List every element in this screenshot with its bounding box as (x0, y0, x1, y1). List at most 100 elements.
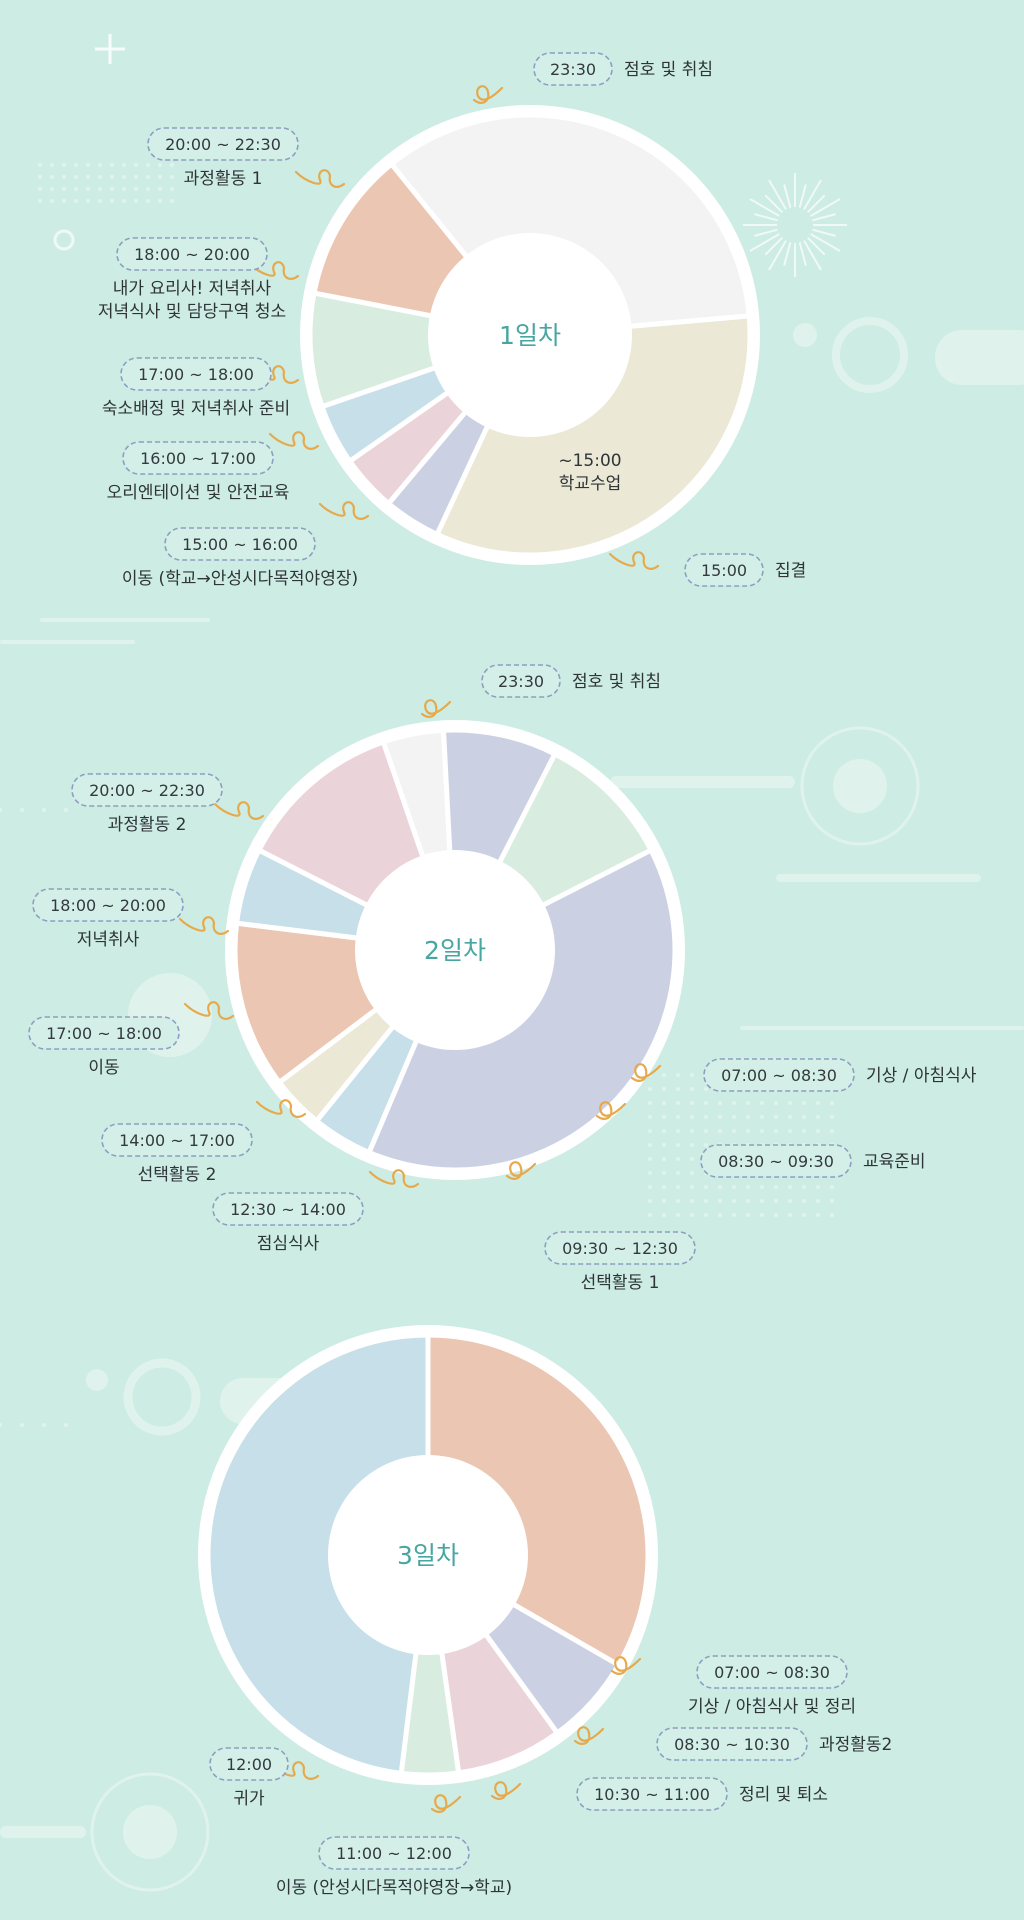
time-pill (71, 773, 223, 807)
time-pill (684, 553, 764, 587)
callout: 15:00 ~ 16:00 이동 (학교→안성시다목적야영장) (122, 501, 370, 589)
time-range: 20:00 ~ 22:30 (89, 781, 205, 800)
curl-connector-icon (368, 1169, 420, 1188)
activity-label: 과정활동 2 (108, 815, 187, 835)
curl-connector-icon (318, 501, 370, 520)
time-pill (122, 441, 274, 475)
activity-label: 귀가 (233, 1789, 265, 1809)
activity-label: 저녁식사 및 담당구역 청소 (98, 302, 286, 322)
curl-connector-icon (630, 1063, 662, 1082)
deco-line (0, 640, 135, 644)
curl-connector-icon (268, 431, 320, 450)
curl-connector-icon (490, 1781, 522, 1800)
time-range: 10:30 ~ 11:00 (594, 1785, 710, 1804)
callout: 17:00 ~ 18:00 이동 (28, 1001, 235, 1078)
day-3-diagram: 3일차 07:00 ~ 08:30 기상 / 아침식사 및 정리 08:30 ~ 1… (198, 1325, 892, 1898)
time-range: 07:00 ~ 08:30 (721, 1066, 837, 1085)
curl-connector-icon (595, 1101, 627, 1120)
curl-connector-icon (294, 169, 346, 188)
curl-connector-icon (183, 1001, 235, 1020)
callout: 15:00 집결 (608, 551, 806, 587)
time-range: 11:00 ~ 12:00 (336, 1844, 452, 1863)
activity-label: 선택활동 1 (581, 1273, 660, 1293)
deco-line (740, 1026, 1024, 1030)
activity-label: 과정활동2 (819, 1735, 892, 1755)
time-range: 18:00 ~ 20:00 (134, 245, 250, 264)
deco-ring (123, 1358, 201, 1436)
deco-dot (833, 759, 887, 813)
time-pill (120, 357, 272, 391)
activity-label: 이동 (88, 1058, 119, 1078)
callout: 07:00 ~ 08:30 기상 / 아침식사 (630, 1058, 977, 1092)
time-range: 15:00 (701, 561, 747, 580)
activity-label: 점호 및 취침 (572, 672, 661, 692)
activity-label: 오리엔테이션 및 안전교육 (107, 483, 290, 503)
time-range: 12:00 (226, 1755, 272, 1774)
deco-dot (86, 1369, 108, 1391)
deco-line (776, 874, 981, 882)
time-pill (164, 527, 316, 561)
time-pill (28, 1016, 180, 1050)
curl-connector-icon (472, 85, 504, 104)
day-title: 1일차 (499, 321, 561, 350)
activity-label: 저녁취사 (77, 930, 140, 950)
time-range: 17:00 ~ 18:00 (46, 1024, 162, 1043)
activity-label: 교육준비 (863, 1152, 926, 1172)
callouts: 23:30 점호 및 취침 20:00 ~ 22:30 과정활동 2 18:00 ~ 2… (28, 664, 977, 1293)
center-hole (428, 233, 632, 437)
time-pill (544, 1231, 696, 1265)
callout: 18:00 ~ 20:00 저녁취사 (32, 888, 230, 950)
time-range: 12:30 ~ 14:00 (230, 1200, 346, 1219)
time-pill (209, 1747, 289, 1781)
time-pill (116, 237, 268, 271)
curl-connector-icon (420, 699, 452, 718)
callout: 20:00 ~ 22:30 과정활동 2 (71, 773, 265, 835)
time-pill (576, 1777, 728, 1811)
activity-label: 숙소배정 및 저녁취사 준비 (102, 399, 290, 419)
activity-label: 기상 / 아침식사 (866, 1066, 977, 1086)
day-1-diagram: 1일차 ~15:00 학교수업 23:30 점호 및 취침 20:00 ~ 22:3… (98, 52, 806, 589)
curl-connector-icon (248, 261, 300, 280)
time-range: 08:30 ~ 09:30 (718, 1152, 834, 1171)
callout: 10:30 ~ 11:00 정리 및 퇴소 (490, 1777, 828, 1811)
callout: 12:00 귀가 (209, 1747, 320, 1809)
callout: 17:00 ~ 18:00 숙소배정 및 저녁취사 준비 (102, 357, 300, 419)
curl-connector-icon (255, 1099, 307, 1118)
time-pill (481, 664, 561, 698)
deco-line (0, 1826, 86, 1838)
time-range: 15:00 ~ 16:00 (182, 535, 298, 554)
activity-label: 이동 (안성시다목적야영장→학교) (276, 1878, 512, 1898)
callout: 12:30 ~ 14:00 점심식사 (212, 1169, 420, 1254)
activity-label: 집결 (775, 561, 806, 581)
deco-ring (800, 726, 920, 846)
callout: 14:00 ~ 17:00 선택활동 2 (101, 1099, 307, 1185)
deco-ring (90, 1772, 210, 1892)
callouts: 07:00 ~ 08:30 기상 / 아침식사 및 정리 08:30 ~ 10:30… (209, 1655, 892, 1898)
time-pill (101, 1123, 253, 1157)
deco-dot (123, 1805, 177, 1859)
curl-connector-icon (213, 801, 265, 820)
time-pill (703, 1058, 855, 1092)
curl-connector-icon (610, 1656, 642, 1675)
callout: 09:30 ~ 12:30 선택활동 1 (505, 1161, 696, 1293)
time-range: 23:30 (550, 60, 596, 79)
deco-ring (53, 229, 75, 251)
time-range: 23:30 (498, 672, 544, 691)
callouts: 23:30 점호 및 취침 20:00 ~ 22:30 과정활동 1 18:00 ~ 2… (98, 52, 806, 589)
time-range: 08:30 ~ 10:30 (674, 1735, 790, 1754)
activity-label: 점심식사 (257, 1234, 320, 1254)
curl-connector-icon (268, 1761, 320, 1780)
time-pill (212, 1192, 364, 1226)
callout: 07:00 ~ 08:30 기상 / 아침식사 및 정리 (610, 1655, 856, 1717)
curl-connector-icon (505, 1161, 537, 1180)
activity-label: 점호 및 취침 (624, 60, 713, 80)
time-range: 18:00 ~ 20:00 (50, 896, 166, 915)
callout: 23:30 점호 및 취침 (420, 664, 661, 718)
curl-connector-icon (178, 916, 230, 935)
time-pill (32, 888, 184, 922)
time-pill (700, 1144, 852, 1178)
time-range: 09:30 ~ 12:30 (562, 1239, 678, 1258)
time-pill (656, 1727, 808, 1761)
time-pill (533, 52, 613, 86)
